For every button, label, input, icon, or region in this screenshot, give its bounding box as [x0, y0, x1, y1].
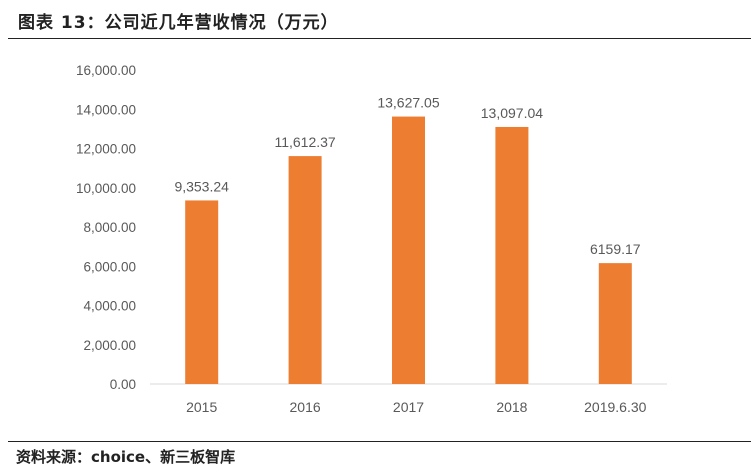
title-divider [8, 38, 751, 39]
x-tick-label: 2016 [290, 399, 321, 415]
x-tick-label: 2015 [186, 399, 217, 415]
data-label: 11,612.37 [274, 134, 335, 150]
bar-2015 [185, 200, 219, 384]
data-label: 6159.17 [590, 241, 641, 257]
data-label: 9,353.24 [174, 178, 229, 194]
data-label: 13,097.04 [481, 105, 543, 121]
y-tick-label: 12,000.00 [76, 142, 136, 157]
bar-2018 [495, 126, 529, 385]
bar-2016 [288, 156, 322, 384]
y-tick-label: 0.00 [110, 377, 136, 392]
x-tick-label: 2018 [496, 399, 527, 415]
y-tick-label: 14,000.00 [76, 102, 136, 117]
source-divider [8, 441, 751, 442]
bar-2017 [392, 116, 425, 384]
y-tick-label: 10,000.00 [76, 181, 136, 196]
y-tick-label: 4,000.00 [83, 299, 136, 314]
chart-title: 图表 13：公司近几年营收情况（万元） [18, 13, 339, 33]
data-label: 13,627.05 [377, 95, 439, 111]
y-tick-label: 8,000.00 [83, 220, 136, 235]
y-tick-label: 16,000.00 [76, 63, 136, 78]
x-tick-label: 2017 [393, 399, 424, 415]
source-note: 资料来源：choice、新三板智库 [16, 448, 236, 466]
bar-2019.6.30 [598, 263, 632, 384]
x-tick-label: 2019.6.30 [584, 399, 646, 415]
y-tick-label: 2,000.00 [83, 338, 136, 353]
y-tick-label: 6,000.00 [83, 259, 136, 274]
